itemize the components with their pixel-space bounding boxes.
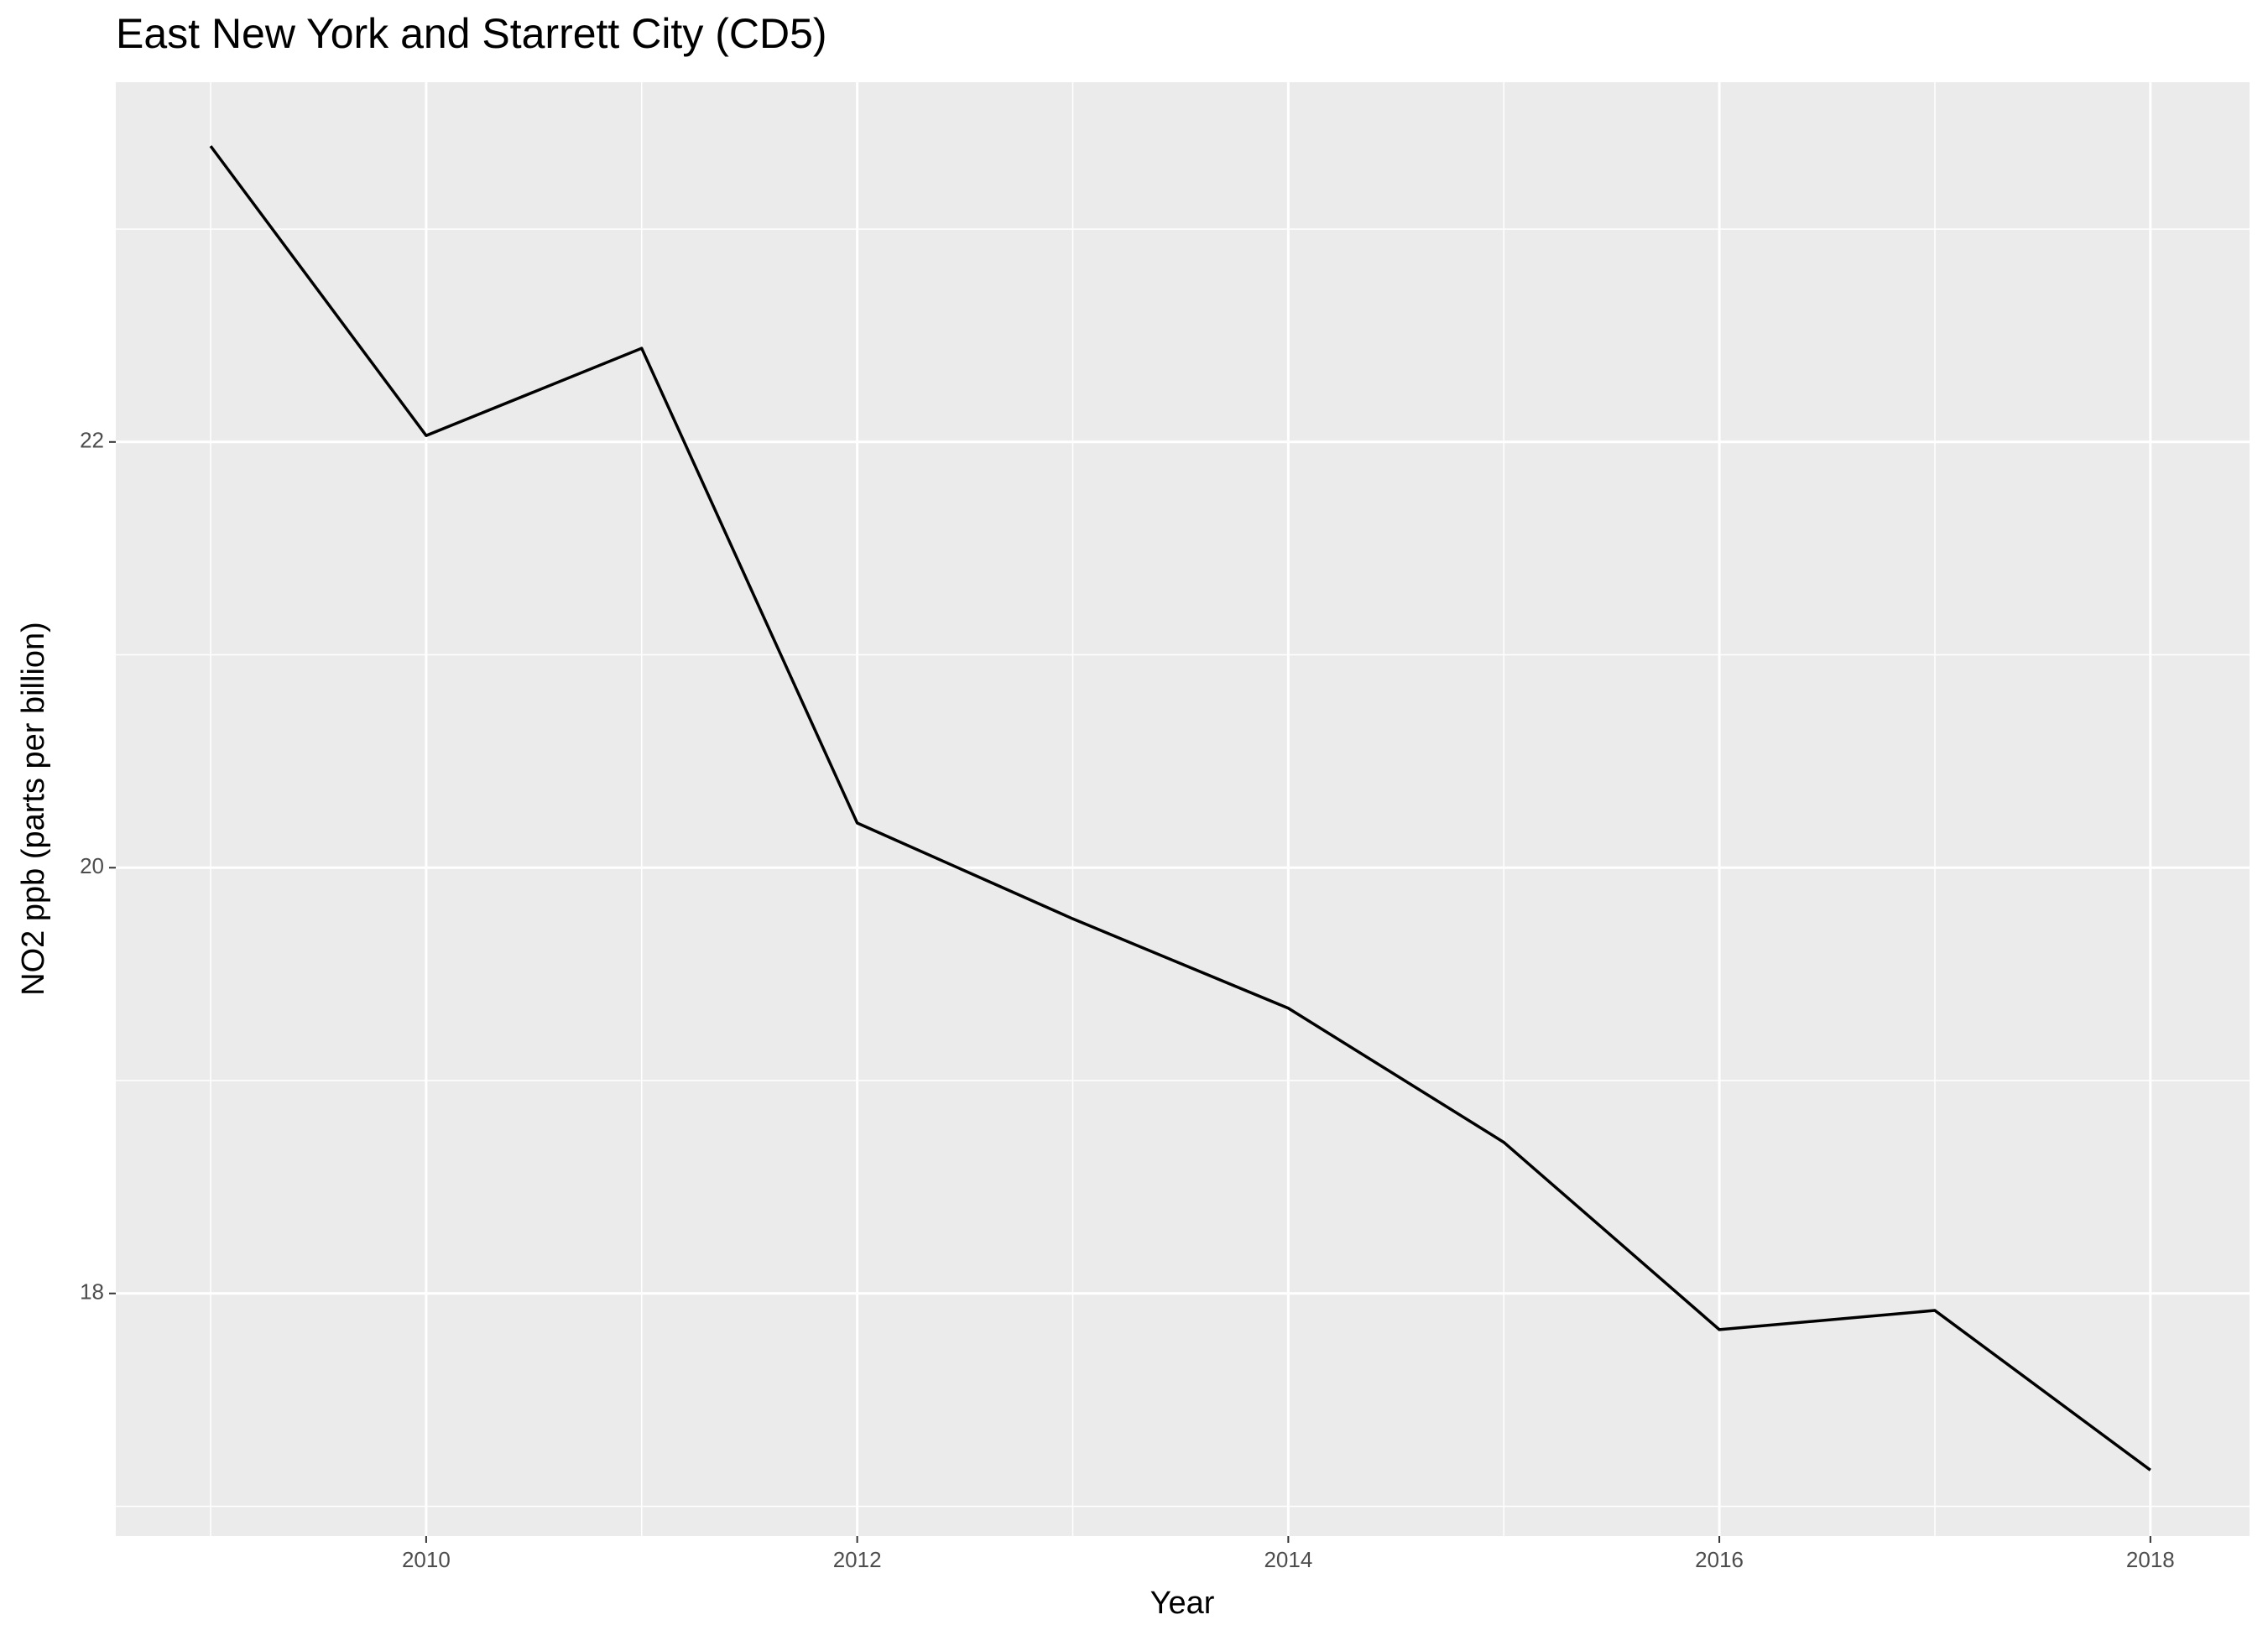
x-tick-label: 2012 [833, 1547, 882, 1572]
x-tick-label: 2014 [1264, 1547, 1312, 1572]
x-tick-label: 2018 [2126, 1547, 2175, 1572]
y-tick-label: 20 [80, 853, 104, 878]
x-tick-label: 2016 [1695, 1547, 1744, 1572]
x-tick-label: 2010 [402, 1547, 451, 1572]
plot-panel [116, 82, 2250, 1536]
data-line [209, 145, 2151, 1472]
x-axis-title: Year [1150, 1586, 1215, 1621]
y-tick-label: 22 [80, 428, 104, 453]
y-tick-label: 18 [80, 1279, 104, 1305]
y-axis-title: NO2 ppb (parts per billion) [16, 622, 51, 996]
chart-title: East New York and Starrett City (CD5) [116, 10, 827, 57]
